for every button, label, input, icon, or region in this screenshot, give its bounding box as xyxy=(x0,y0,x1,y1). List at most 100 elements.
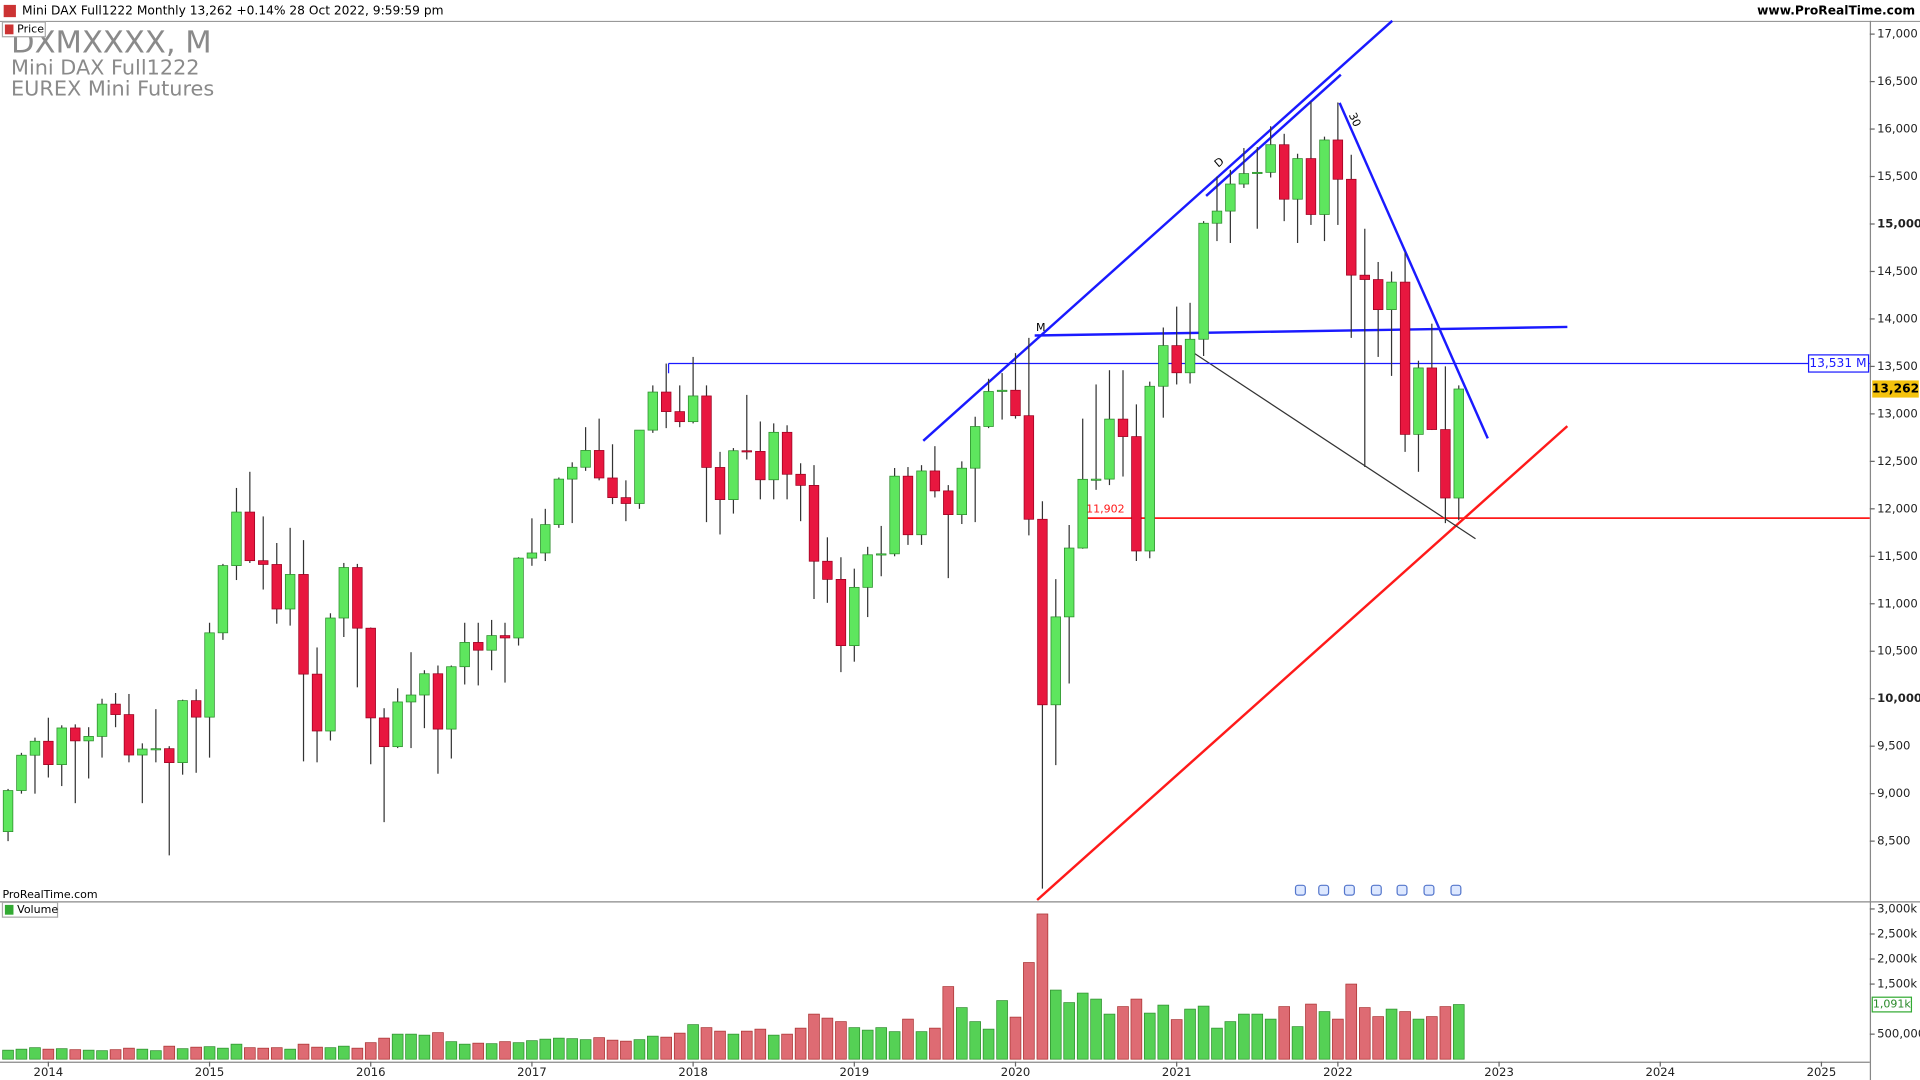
last-volume-box xyxy=(1871,996,1913,1013)
volume-bar xyxy=(687,1024,699,1060)
drawing-label: 30 xyxy=(1346,111,1364,129)
candle-body xyxy=(1252,171,1263,174)
volume-bar xyxy=(660,1036,672,1060)
candle-body xyxy=(1225,183,1236,212)
y-tick-label: 12,000 xyxy=(1877,501,1918,515)
candle-body xyxy=(1171,345,1182,374)
header-icon xyxy=(3,4,16,18)
candle-body xyxy=(1144,385,1155,552)
trend-line xyxy=(1187,348,1476,540)
volume-bar xyxy=(29,1047,41,1060)
candle-body xyxy=(1292,158,1303,200)
event-icon xyxy=(1370,884,1382,896)
volume-bar xyxy=(700,1027,713,1060)
candle-body xyxy=(808,485,820,562)
candle-body xyxy=(714,467,726,500)
candle-body xyxy=(687,395,699,423)
trend-lines xyxy=(922,19,1569,901)
y-tick-label: 500,000 xyxy=(1877,1027,1920,1041)
x-tick-label: 2020 xyxy=(1001,1065,1031,1079)
candle-body xyxy=(607,477,618,498)
level-label: 13,531 M xyxy=(1809,356,1866,370)
candle-body xyxy=(56,727,67,765)
candle-body xyxy=(1023,415,1035,520)
y-tick-label: 2,000k xyxy=(1877,952,1917,966)
candle-body xyxy=(1238,173,1250,185)
volume-bar xyxy=(888,1031,901,1060)
volume-bar xyxy=(405,1033,417,1060)
volume-bar xyxy=(1130,998,1143,1060)
volume-bar xyxy=(1090,998,1102,1060)
candle-body xyxy=(284,574,296,610)
candle-body xyxy=(983,391,994,427)
candle-body xyxy=(567,466,578,480)
y-tick-label: 14,000 xyxy=(1877,311,1918,325)
candle-body xyxy=(43,740,54,765)
candle-body xyxy=(593,450,605,479)
volume-bar xyxy=(727,1033,740,1060)
x-tick-label: 2021 xyxy=(1162,1065,1192,1079)
y-tick-label: 12,500 xyxy=(1877,454,1918,468)
candle-body xyxy=(1359,274,1370,280)
volume-bar xyxy=(432,1032,444,1060)
volume-panel-label: Volume xyxy=(17,903,58,916)
y-tick-label: 8,500 xyxy=(1877,834,1910,848)
y-tick-label: 13,000 xyxy=(1877,406,1918,420)
candle-body xyxy=(2,790,14,833)
volume-bar xyxy=(647,1035,659,1060)
volume-bar xyxy=(606,1039,619,1060)
volume-bar xyxy=(217,1047,229,1060)
candle-body xyxy=(1158,345,1169,387)
event-icon xyxy=(1294,884,1306,896)
last-price-box xyxy=(1872,380,1919,398)
volume-bar xyxy=(821,1017,834,1060)
volume-bar xyxy=(1291,1026,1304,1060)
candle-body xyxy=(1198,222,1209,340)
event-icon xyxy=(1450,884,1462,896)
volume-bar xyxy=(109,1049,122,1060)
volume-bar xyxy=(767,1034,780,1060)
trend-line xyxy=(1034,325,1568,337)
volume-bar xyxy=(230,1043,243,1060)
candle-body xyxy=(956,467,968,515)
candle-body xyxy=(1131,436,1142,552)
candle-body xyxy=(889,475,900,555)
volume-bar xyxy=(378,1037,390,1060)
volume-bar xyxy=(351,1047,364,1060)
volume-bar xyxy=(42,1048,55,1060)
volume-bar xyxy=(526,1040,538,1060)
volume-bar xyxy=(96,1050,108,1060)
event-icons xyxy=(1294,884,1462,896)
volume-bar xyxy=(875,1027,888,1060)
volume-bar xyxy=(1251,1013,1264,1060)
volume-bar xyxy=(418,1034,431,1060)
volume-bar xyxy=(190,1046,202,1060)
candle-body xyxy=(768,431,779,481)
volume-bar xyxy=(969,1021,981,1060)
volume-bar xyxy=(1063,1002,1075,1060)
candle-body xyxy=(728,450,739,500)
candle-body xyxy=(1346,178,1357,276)
candle-body xyxy=(405,694,417,703)
candle-body xyxy=(432,673,444,730)
volume-bar xyxy=(136,1048,149,1060)
candle-body xyxy=(1440,429,1451,499)
candle-body xyxy=(1279,144,1290,200)
candle-body xyxy=(1090,478,1102,481)
last-price-label: 13,262 xyxy=(1872,382,1919,396)
candle-body xyxy=(661,391,672,412)
volume-panel-icon xyxy=(4,904,14,915)
event-icon xyxy=(1423,884,1435,896)
event-icon xyxy=(1343,884,1355,896)
candle-body xyxy=(916,470,927,536)
volume-bar xyxy=(740,1030,753,1060)
y-tick-label: 10,000 xyxy=(1877,691,1920,705)
candle-body xyxy=(755,451,766,481)
volume-bar xyxy=(1426,1016,1438,1060)
volume-bar xyxy=(69,1049,82,1060)
volume-bar xyxy=(1184,1008,1196,1060)
volume-bar xyxy=(794,1027,807,1060)
volume-bar xyxy=(1372,1016,1384,1060)
candle-body xyxy=(862,554,873,588)
price-panel-label: Price xyxy=(17,22,44,35)
